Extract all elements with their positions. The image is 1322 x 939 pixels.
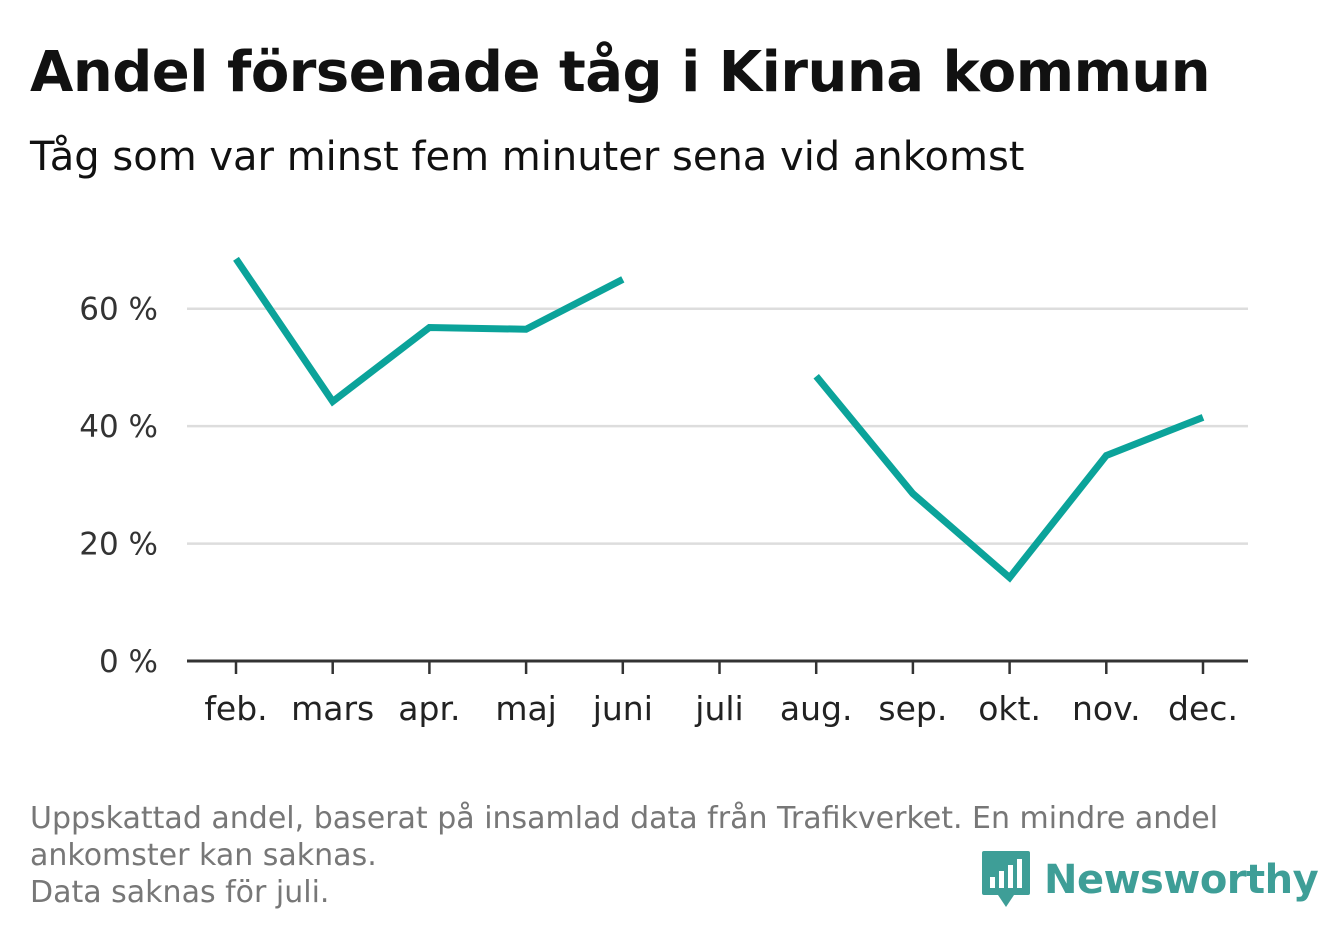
x-tick-label: aug.	[780, 689, 853, 728]
footnote: Uppskattad andel, baserat på insamlad da…	[30, 800, 1280, 911]
x-tick-label: apr.	[398, 689, 460, 728]
x-tick-label: dec.	[1168, 689, 1238, 728]
line-chart: 0 % 20 % 40 % 60 % feb. mars apr. maj juni juli a…	[79, 256, 1248, 728]
x-tick-label: juli	[694, 689, 743, 728]
newsworthy-chart-bubble-icon	[982, 851, 1030, 907]
brand-name: Newsworthy	[1044, 857, 1319, 903]
footnote-line-2: ankomster kan saknas.	[30, 838, 377, 873]
series-line-segment	[813, 374, 1205, 583]
x-axis	[187, 659, 1248, 674]
series-lines	[233, 256, 1205, 583]
y-axis-labels: 0 % 20 % 40 % 60 %	[79, 292, 158, 680]
y-tick-label: 0 %	[99, 644, 158, 680]
x-tick-label: juni	[592, 689, 653, 728]
footnote-line-3: Data saknas för juli.	[30, 875, 330, 910]
x-tick-label: okt.	[978, 689, 1041, 728]
y-tick-label: 20 %	[79, 527, 158, 563]
newsworthy-logo: Newsworthy	[980, 849, 1319, 911]
x-tick-label: sep.	[878, 689, 947, 728]
x-tick-label: mars	[291, 689, 374, 728]
gridlines	[187, 307, 1248, 545]
x-tick-label: maj	[495, 689, 557, 728]
y-tick-label: 40 %	[79, 409, 158, 445]
y-tick-label: 60 %	[79, 292, 158, 328]
x-tick-label: nov.	[1072, 689, 1141, 728]
chart-title: Andel försenade tåg i Kiruna kommun	[30, 40, 1211, 105]
chart-subtitle: Tåg som var minst fem minuter sena vid a…	[30, 134, 1025, 180]
x-tick-label: feb.	[204, 689, 267, 728]
footnote-line-1: Uppskattad andel, baserat på insamlad da…	[30, 801, 1219, 836]
series-line-segment	[233, 256, 625, 407]
x-axis-labels: feb. mars apr. maj juni juli aug. sep. okt. nov. d…	[204, 689, 1238, 728]
